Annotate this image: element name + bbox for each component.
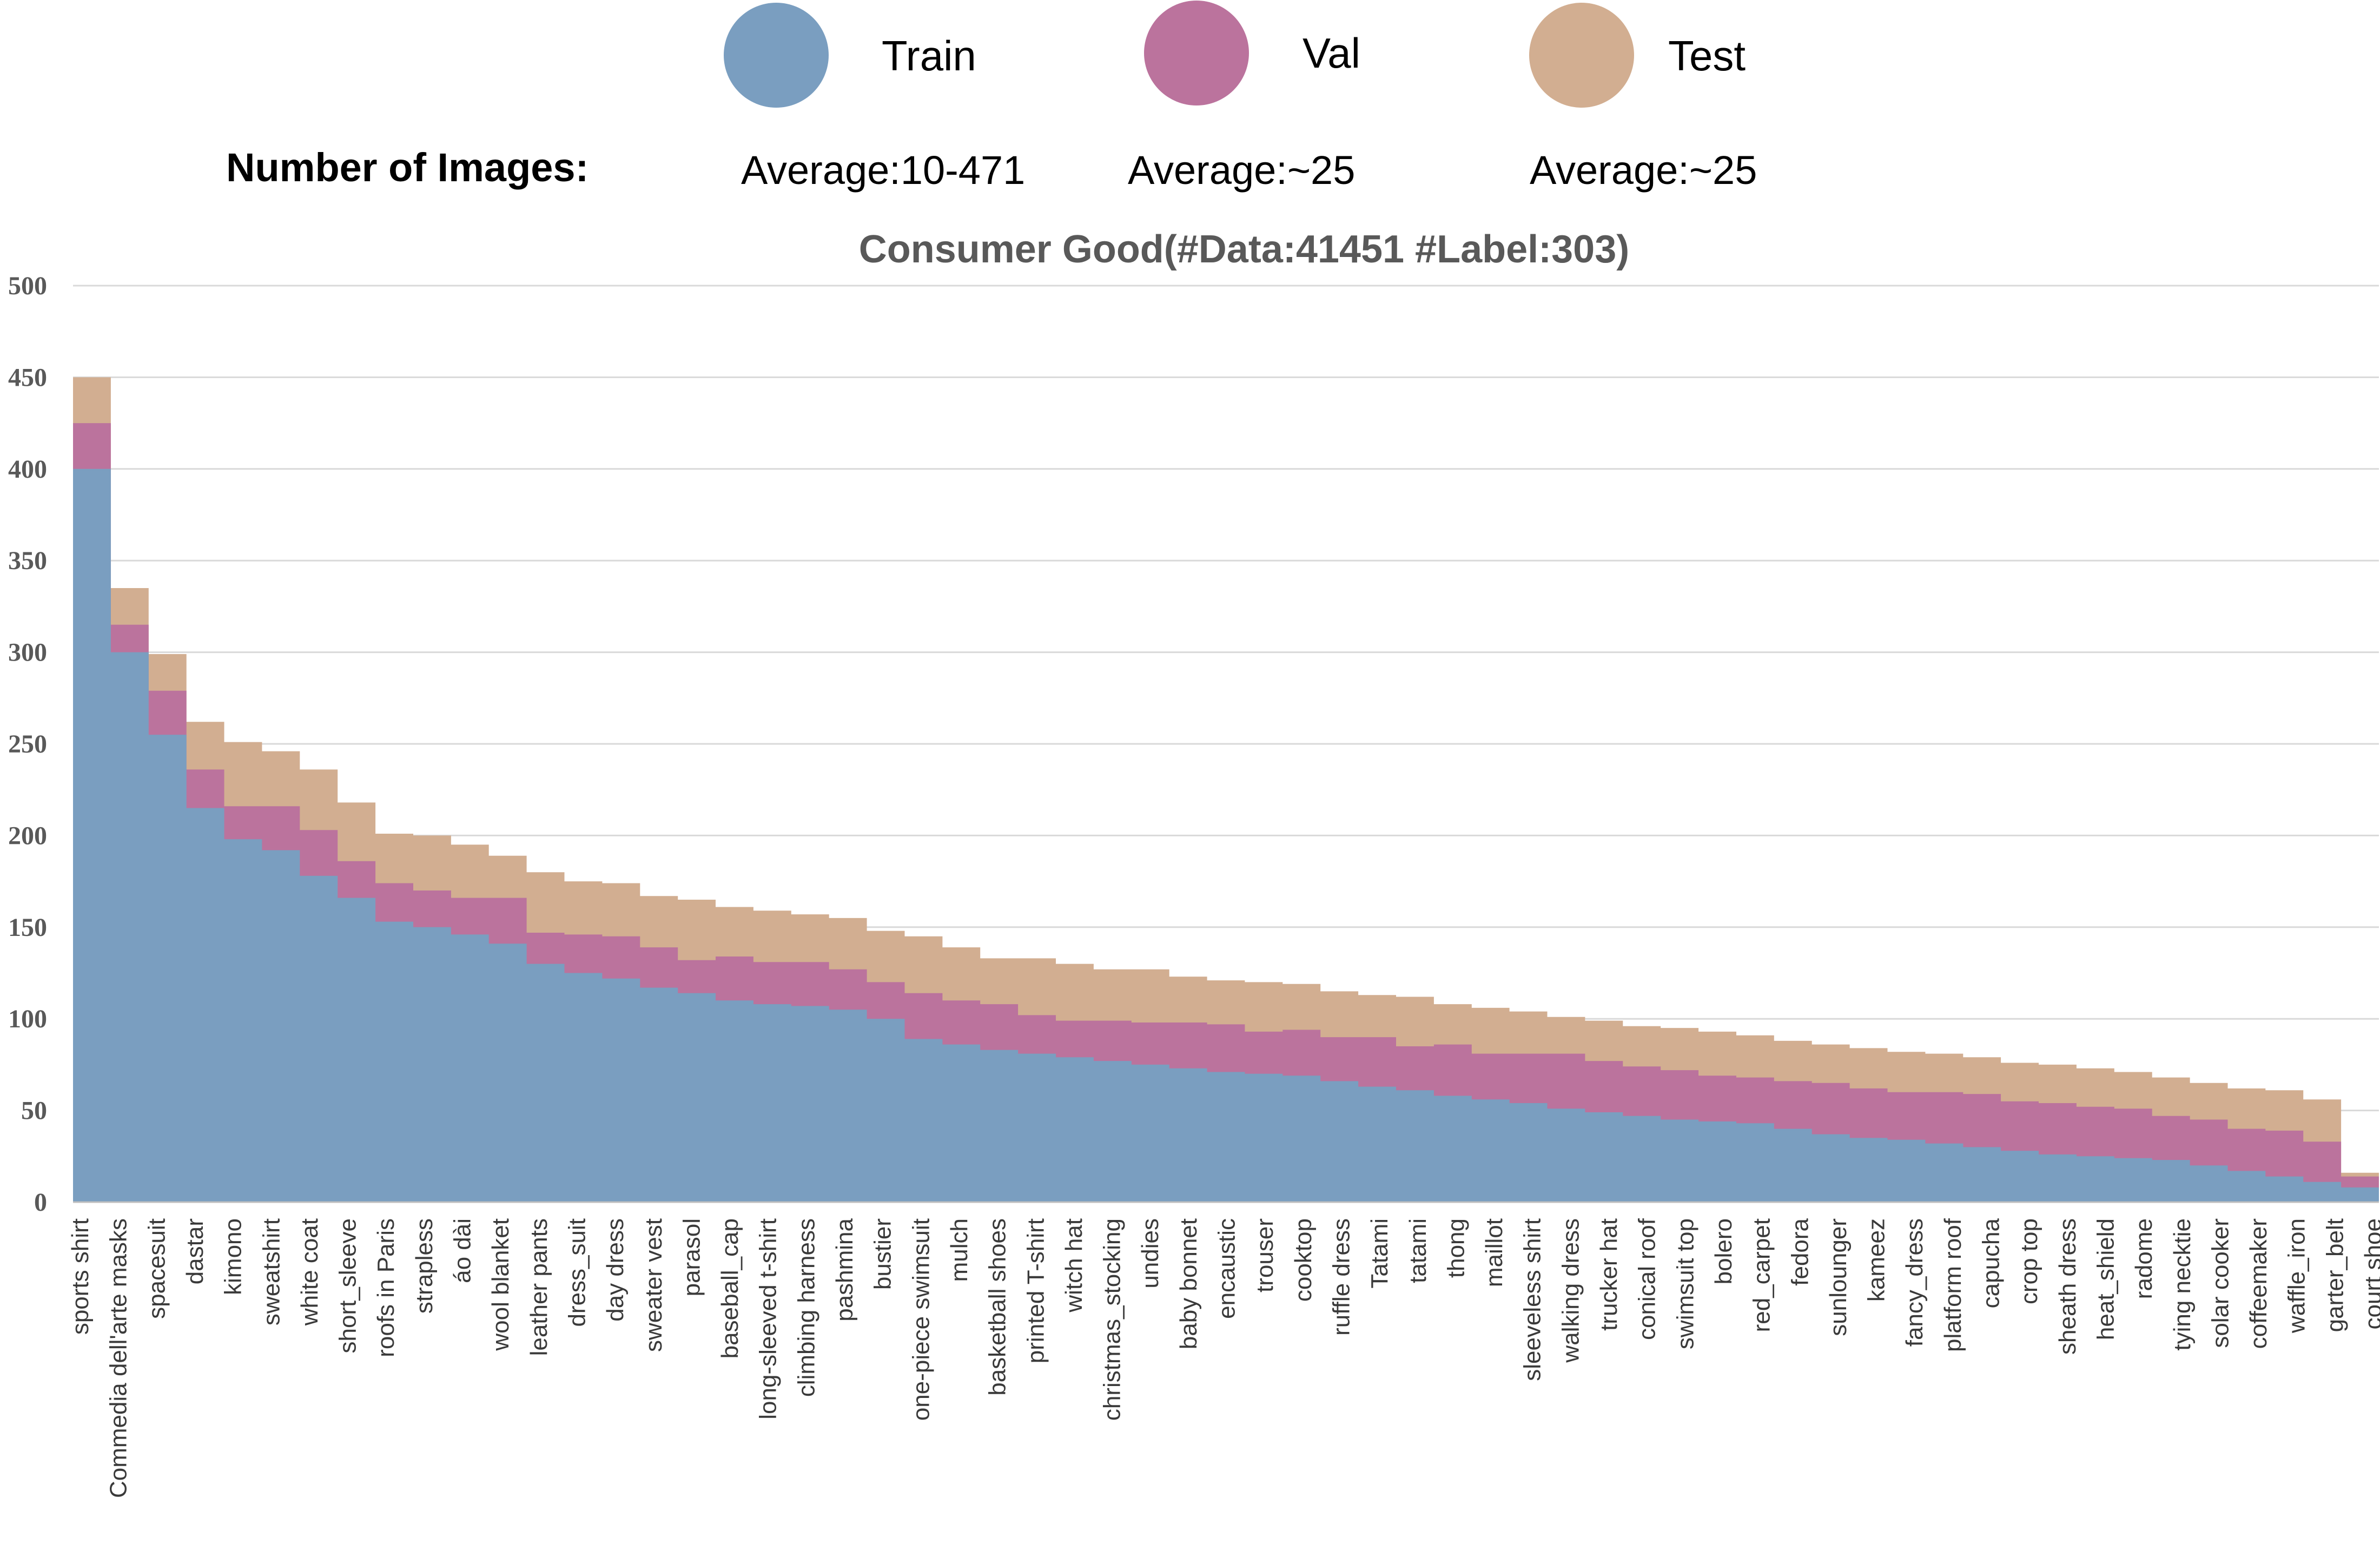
- x-axis: sports shirt Commedia dell'arte masks spac…: [67, 1218, 2380, 1498]
- legend-train-swatch: [724, 3, 829, 108]
- x-tick-label: walking dress: [1557, 1218, 1584, 1363]
- x-tick-label: basketball shoes: [984, 1218, 1011, 1396]
- y-tick-label: 50: [21, 1097, 47, 1125]
- x-tick-label: short_sleeve: [335, 1218, 361, 1353]
- stats-row: Number of Images: Average:10-471 Average…: [226, 145, 1757, 193]
- x-tick-label: radome: [2131, 1218, 2157, 1299]
- x-tick-label: bustier: [870, 1218, 896, 1290]
- x-tick-label: day dress: [602, 1218, 629, 1322]
- x-tick-label: cooktop: [1290, 1218, 1317, 1302]
- legend-test-swatch: [1529, 3, 1634, 108]
- x-tick-label: thong: [1443, 1218, 1469, 1278]
- x-tick-label: pashmina: [831, 1218, 858, 1321]
- legend-val-label: Val: [1303, 29, 1360, 77]
- x-tick-label: undies: [1137, 1218, 1163, 1289]
- x-tick-label: solar cooker: [2207, 1218, 2233, 1348]
- x-tick-label: fancy_dress: [1901, 1218, 1928, 1347]
- x-tick-label: dress_suit: [564, 1218, 590, 1327]
- y-tick-label: 150: [8, 913, 47, 942]
- x-tick-label: kameez: [1863, 1218, 1890, 1302]
- legend: Train Val Test: [724, 1, 1746, 108]
- x-tick-label: sheath dress: [2054, 1218, 2081, 1355]
- stats-train-average: Average:10-471: [741, 148, 1025, 193]
- x-tick-label: wool blanket: [487, 1218, 514, 1351]
- x-tick-label: roofs in Paris: [373, 1218, 399, 1357]
- y-tick-label: 200: [8, 821, 47, 850]
- series-area-train: [73, 469, 2379, 1202]
- x-tick-label: áo dài: [449, 1218, 476, 1283]
- legend-val-swatch: [1144, 1, 1249, 105]
- x-tick-label: sleeveless shirt: [1519, 1218, 1546, 1381]
- x-tick-label: trouser: [1252, 1218, 1278, 1292]
- x-tick-label: printed T-shirt: [1022, 1218, 1049, 1363]
- x-tick-label: sweater vest: [640, 1218, 667, 1352]
- x-tick-label: spacesuit: [143, 1218, 170, 1319]
- x-tick-label: parasol: [678, 1218, 705, 1296]
- x-tick-label: red_carpet: [1749, 1218, 1775, 1332]
- x-tick-label: coffeemaker: [2245, 1218, 2272, 1349]
- x-tick-label: bolero: [1710, 1218, 1737, 1284]
- x-tick-label: dastar: [182, 1218, 208, 1284]
- x-tick-label: mulch: [946, 1218, 973, 1282]
- chart-title: Consumer Good(#Data:41451 #Label:303): [859, 228, 1629, 271]
- x-tick-label: tying necktie: [2169, 1218, 2196, 1351]
- x-tick-label: one-piece swimsuit: [908, 1218, 934, 1421]
- x-tick-label: baby bonnet: [1175, 1218, 1202, 1349]
- x-tick-label: maillot: [1481, 1218, 1508, 1287]
- x-tick-label: court shoe: [2360, 1218, 2380, 1329]
- x-tick-label: kimono: [220, 1218, 247, 1295]
- x-tick-label: christmas_stocking: [1099, 1218, 1126, 1421]
- x-tick-label: sunlounger: [1825, 1218, 1852, 1336]
- plot-area: [73, 377, 2379, 1203]
- x-tick-label: garter_belt: [2322, 1218, 2348, 1332]
- x-tick-label: fedora: [1787, 1218, 1813, 1285]
- x-tick-label: Tatami: [1366, 1218, 1393, 1289]
- x-tick-label: climbing harness: [793, 1218, 819, 1397]
- x-tick-label: trucker hat: [1596, 1218, 1622, 1331]
- legend-test-label: Test: [1668, 32, 1746, 80]
- y-tick-label: 350: [8, 546, 47, 575]
- x-tick-label: heat_shield: [2092, 1218, 2119, 1340]
- x-tick-label: swimsuit top: [1672, 1218, 1698, 1349]
- x-tick-label: encaustic: [1214, 1218, 1240, 1319]
- x-tick-label: capucha: [1978, 1218, 2005, 1308]
- x-tick-label: ruffle dress: [1328, 1218, 1354, 1336]
- x-tick-label: conical roof: [1634, 1218, 1661, 1340]
- y-tick-label: 0: [34, 1188, 47, 1217]
- x-tick-label: tatami: [1405, 1218, 1431, 1283]
- x-tick-label: white coat: [296, 1218, 323, 1326]
- stats-test-average: Average:~25: [1530, 148, 1757, 193]
- y-tick-label: 450: [8, 363, 47, 392]
- x-tick-label: long-sleeved t-shirt: [755, 1218, 782, 1420]
- x-tick-label: crop top: [2016, 1218, 2042, 1304]
- x-tick-label: Commedia dell'arte masks: [105, 1218, 132, 1498]
- x-tick-label: platform roof: [1940, 1218, 1966, 1352]
- y-tick-label: 300: [8, 638, 47, 667]
- y-axis: 0 50 100 150 200 250 300 350 400 450 500: [8, 272, 47, 1217]
- stats-heading: Number of Images:: [226, 145, 589, 190]
- x-tick-label: leather pants: [526, 1218, 552, 1356]
- x-tick-label: sports shirt: [67, 1218, 94, 1335]
- y-tick-label: 100: [8, 1005, 47, 1033]
- x-tick-label: baseball_cap: [717, 1218, 743, 1358]
- stats-val-average: Average:~25: [1128, 148, 1355, 193]
- x-tick-label: waffle_iron: [2284, 1218, 2310, 1334]
- y-tick-label: 400: [8, 455, 47, 484]
- x-tick-label: sweatshirt: [258, 1218, 285, 1325]
- y-tick-label: 250: [8, 730, 47, 758]
- legend-train-label: Train: [882, 32, 976, 80]
- x-tick-label: witch hat: [1061, 1218, 1087, 1313]
- x-tick-label: strapless: [411, 1218, 438, 1314]
- y-tick-label: 500: [8, 272, 47, 300]
